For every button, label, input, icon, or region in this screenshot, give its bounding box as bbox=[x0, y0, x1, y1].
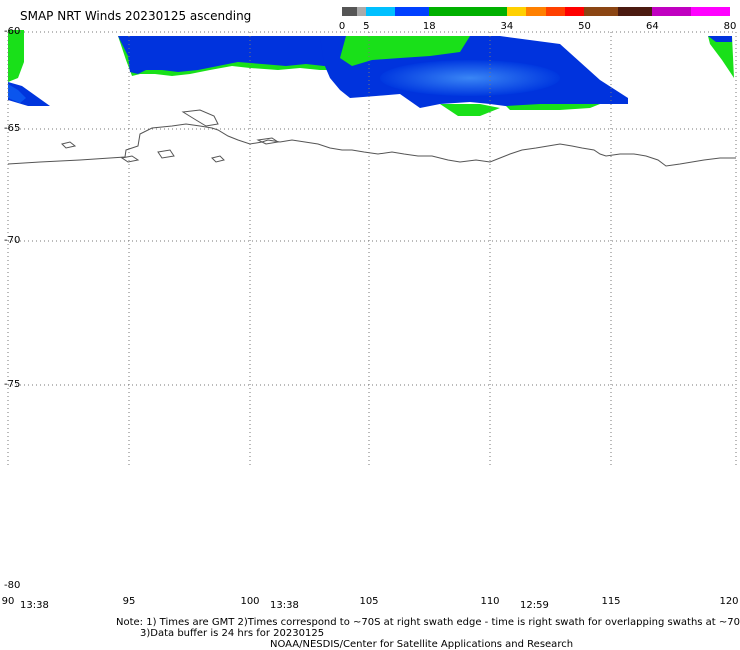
colorbar-segment bbox=[584, 7, 619, 16]
colorbar-tick-label: 18 bbox=[422, 21, 436, 32]
wind-swath-right bbox=[708, 36, 734, 78]
wind-swath-left bbox=[8, 30, 50, 106]
wind-speed-colorbar bbox=[342, 7, 730, 16]
colorbar-segment bbox=[506, 7, 527, 16]
colorbar-tick-label: 34 bbox=[500, 21, 514, 32]
wind-swath-center bbox=[118, 36, 628, 116]
swath-time: 12:59 bbox=[520, 600, 549, 611]
lon-label: 110 bbox=[480, 596, 500, 607]
lon-label: 95 bbox=[122, 596, 136, 607]
colorbar-segment bbox=[526, 7, 546, 16]
swath-time: 13:38 bbox=[20, 600, 49, 611]
lat-label: -60 bbox=[4, 26, 21, 37]
antarctic-coastline bbox=[7, 109, 736, 167]
credit-line: NOAA/NESDIS/Center for Satellite Applica… bbox=[270, 639, 574, 650]
lat-label: -65 bbox=[4, 123, 21, 134]
colorbar-segment bbox=[342, 7, 357, 16]
colorbar-segment bbox=[545, 7, 566, 16]
colorbar-segment bbox=[618, 7, 653, 16]
lon-label: 100 bbox=[240, 596, 260, 607]
colorbar-segment bbox=[429, 7, 507, 16]
colorbar-tick-label: 64 bbox=[646, 21, 659, 32]
colorbar-segment bbox=[395, 7, 430, 16]
note-line-1: Note: 1) Times are GMT 2)Times correspon… bbox=[116, 617, 740, 628]
swath-time: 13:38 bbox=[270, 600, 299, 611]
colorbar-segment bbox=[366, 7, 396, 16]
lon-label: 115 bbox=[601, 596, 621, 607]
lon-label: 90 bbox=[1, 596, 15, 607]
lat-label: -75 bbox=[4, 379, 21, 390]
lat-label: -80 bbox=[4, 580, 21, 591]
colorbar-tick-label: 50 bbox=[578, 21, 591, 32]
colorbar-tick-label: 0 bbox=[338, 21, 346, 32]
colorbar-segment bbox=[652, 7, 692, 16]
lat-lon-grid bbox=[7, 31, 737, 465]
lat-label: -70 bbox=[4, 235, 21, 246]
colorbar-segment bbox=[565, 7, 585, 16]
lon-label: 105 bbox=[359, 596, 379, 607]
colorbar-segment bbox=[356, 7, 367, 16]
colorbar-tick-label: 5 bbox=[363, 21, 370, 32]
colorbar-segment bbox=[691, 7, 730, 16]
map-title: SMAP NRT Winds 20230125 ascending bbox=[20, 9, 252, 23]
lon-label: 120 bbox=[719, 596, 739, 607]
note-line-2: 3)Data buffer is 24 hrs for 20230125 bbox=[140, 628, 325, 639]
colorbar-tick-label: 80 bbox=[723, 21, 737, 32]
